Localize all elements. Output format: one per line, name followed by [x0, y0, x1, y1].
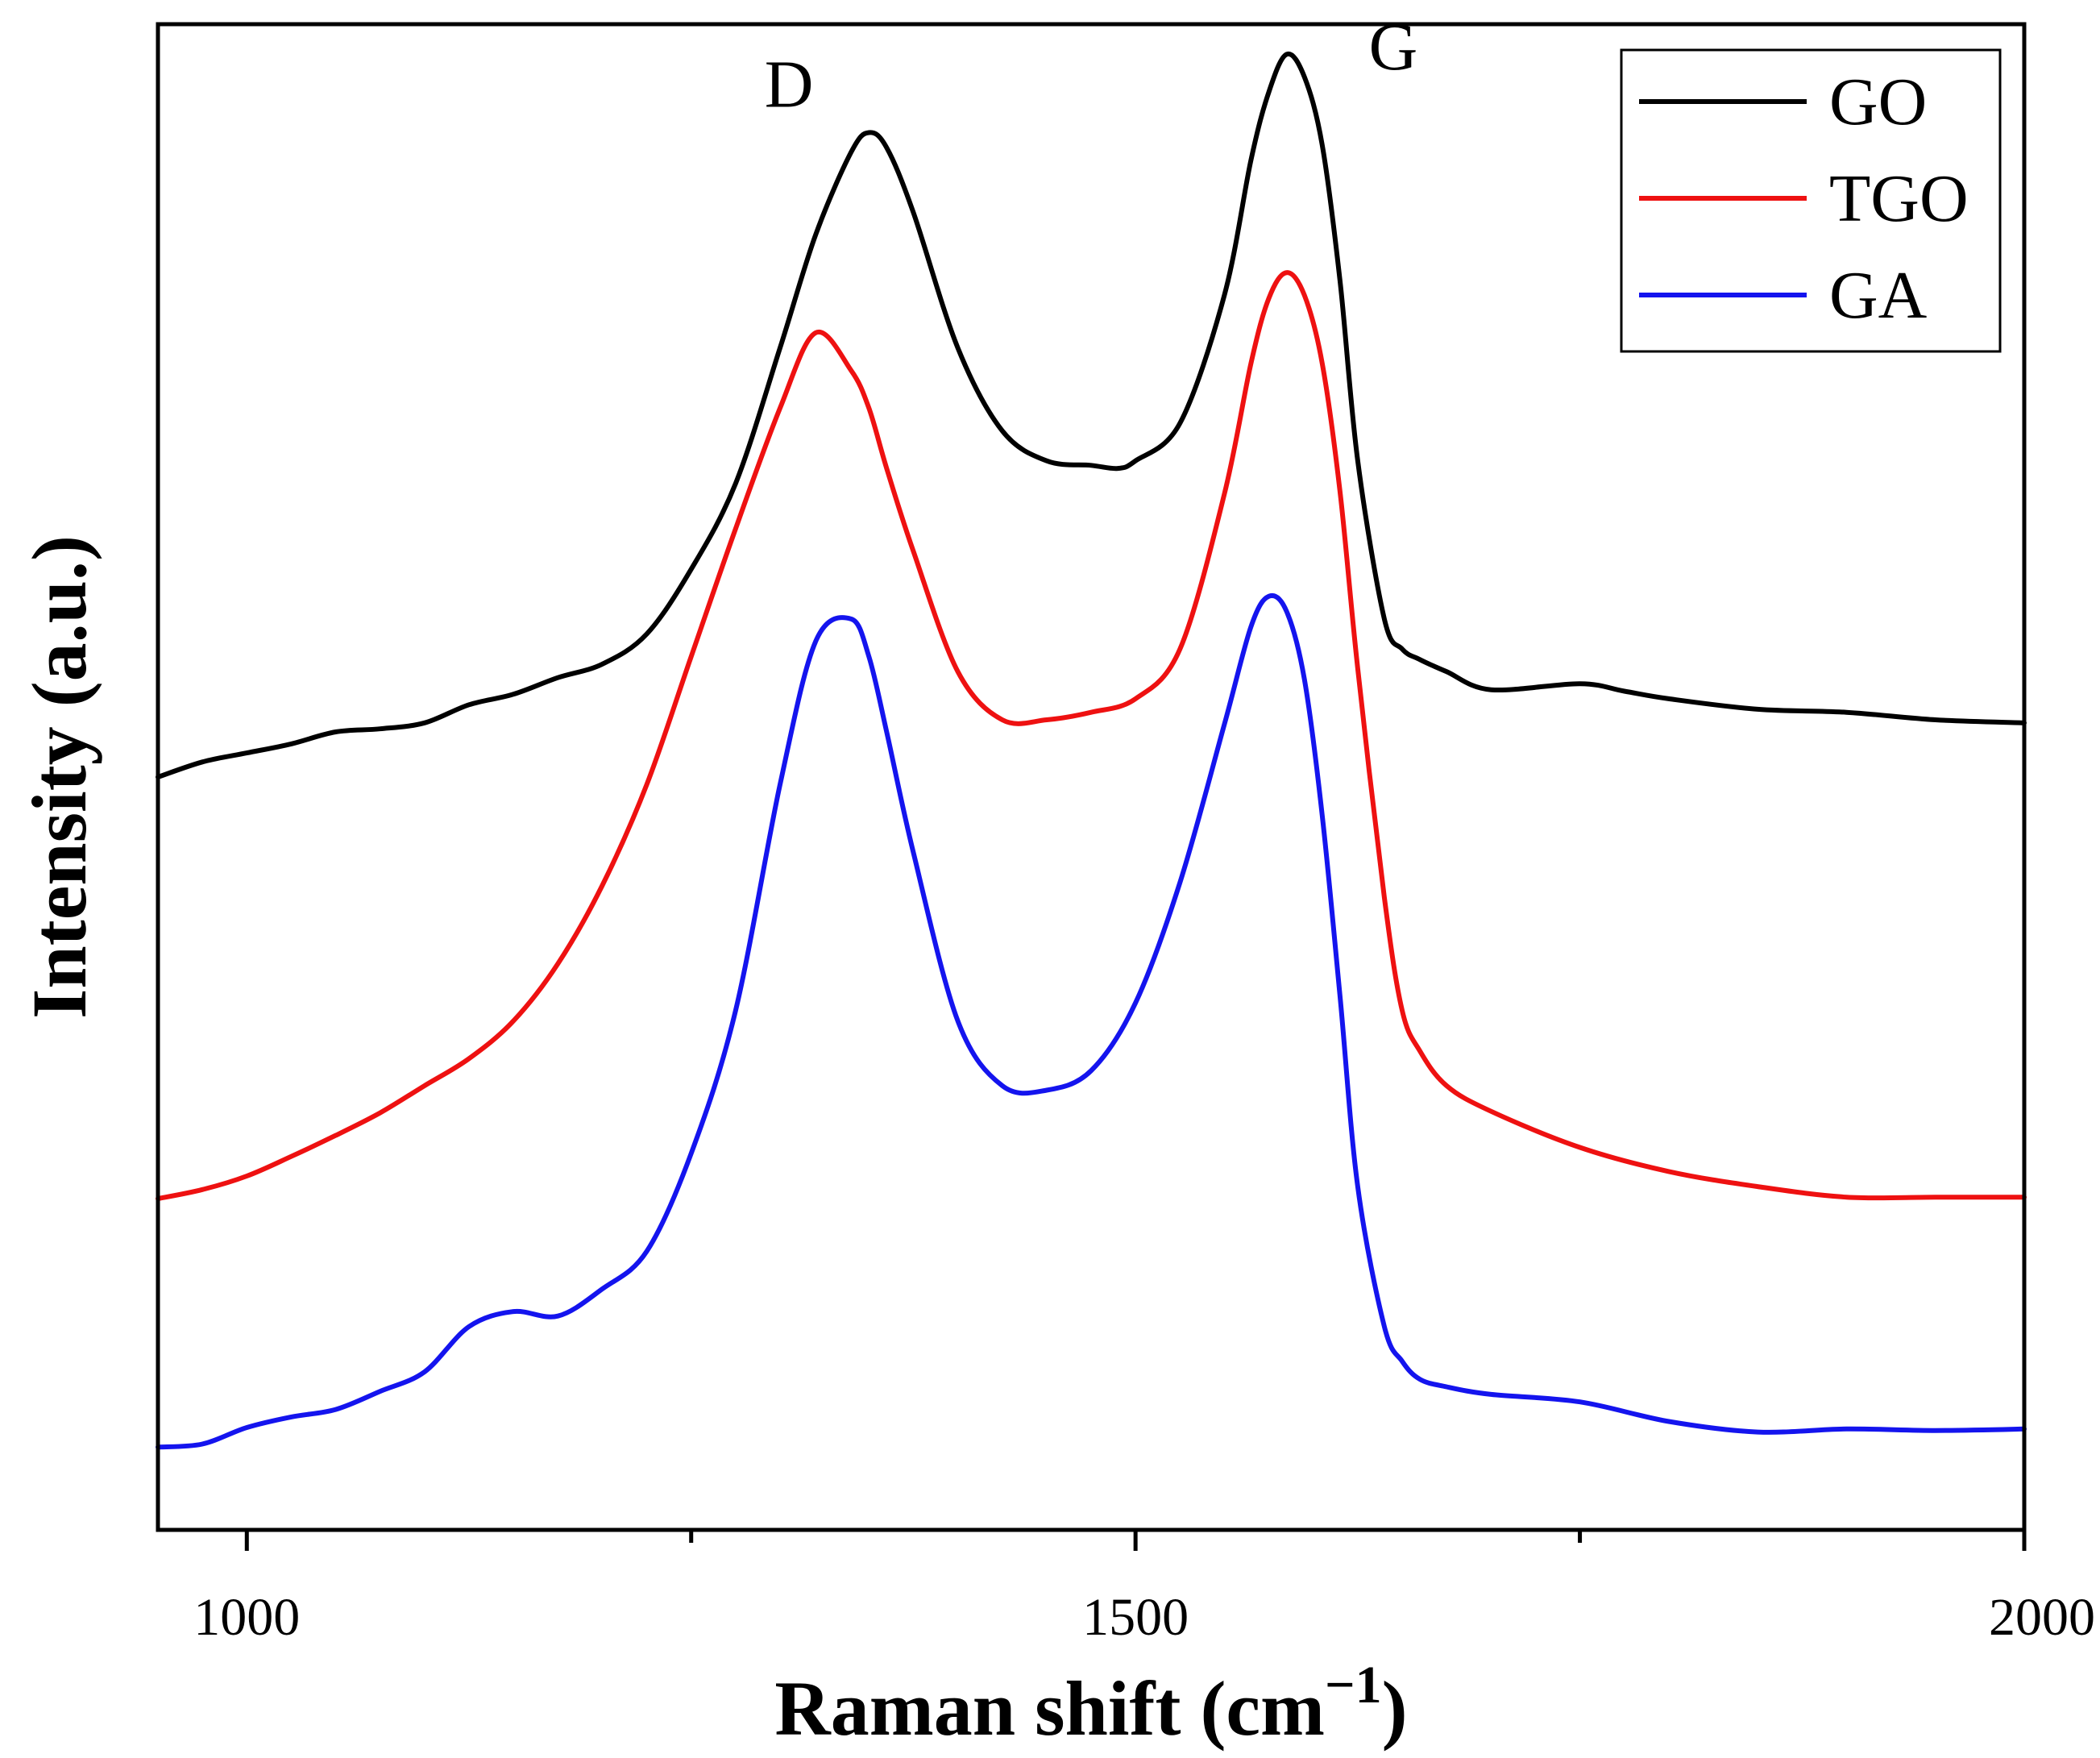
series-line-go — [156, 51, 2027, 779]
x-axis-title-text: Raman shift (cm — [774, 1665, 1325, 1752]
x-tick-label: 1500 — [1082, 1588, 1189, 1647]
peak-label-g: G — [1369, 10, 1418, 85]
x-ticks: 1000 1500 2000 — [193, 1530, 2095, 1647]
x-tick-label: 1000 — [193, 1588, 300, 1647]
series-line-ga — [156, 593, 2027, 1450]
series-layer — [156, 51, 2027, 1450]
legend-label-tgo: TGO — [1829, 161, 1969, 236]
legend-label-go: GO — [1829, 64, 1927, 139]
y-axis-title: Intensity (a.u.) — [16, 535, 102, 1019]
x-axis-title-close: ) — [1382, 1665, 1408, 1752]
peak-label-d: D — [765, 48, 814, 123]
x-axis-title-superscript: −1 — [1325, 1656, 1382, 1714]
peak-annotations: DG — [765, 10, 1418, 123]
series-line-tgo — [156, 270, 2027, 1201]
x-axis-title: Raman shift (cm−1) — [774, 1656, 1407, 1752]
legend: GO TGO GA — [1620, 48, 2002, 353]
plot-frame — [156, 22, 2027, 1532]
x-tick-label: 2000 — [1989, 1588, 2095, 1647]
legend-label-ga: GA — [1829, 258, 1928, 333]
